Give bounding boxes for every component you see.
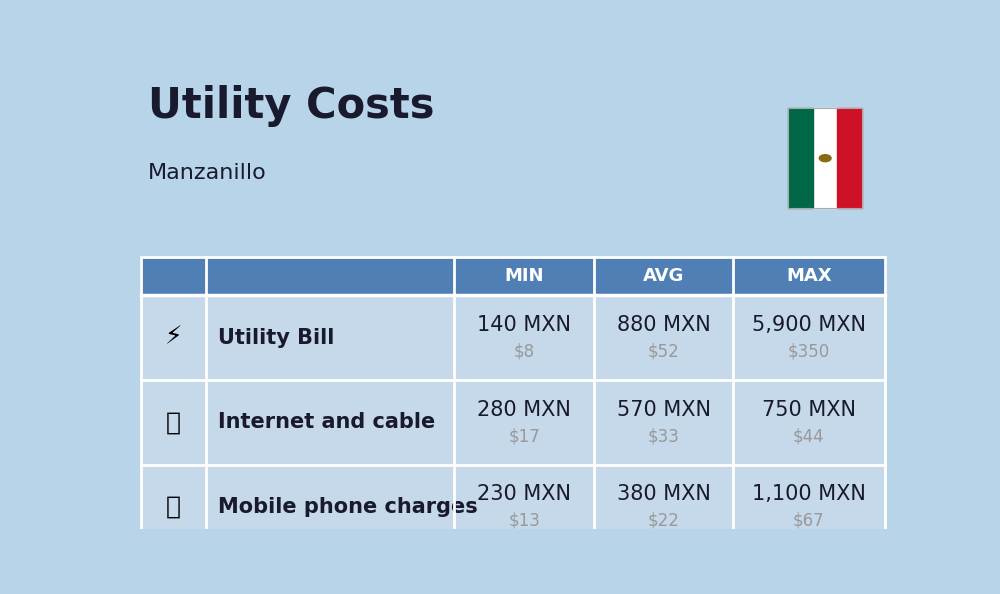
Text: $33: $33 xyxy=(648,427,680,445)
Text: $44: $44 xyxy=(793,427,825,445)
Text: 5,900 MXN: 5,900 MXN xyxy=(752,315,866,335)
Circle shape xyxy=(819,154,831,162)
Bar xyxy=(140,257,885,295)
Text: $8: $8 xyxy=(514,342,535,361)
Text: $52: $52 xyxy=(648,342,680,361)
Text: 880 MXN: 880 MXN xyxy=(617,315,710,335)
Text: ⚡: ⚡ xyxy=(165,326,182,350)
Text: $17: $17 xyxy=(508,427,540,445)
Text: 280 MXN: 280 MXN xyxy=(477,400,571,419)
Bar xyxy=(788,108,862,208)
Bar xyxy=(140,465,885,549)
Text: $22: $22 xyxy=(648,511,680,530)
Bar xyxy=(140,295,885,380)
Text: Mobile phone charges: Mobile phone charges xyxy=(218,497,478,517)
Text: 📡: 📡 xyxy=(166,410,181,434)
Text: $67: $67 xyxy=(793,511,825,530)
Text: MIN: MIN xyxy=(504,267,544,285)
Bar xyxy=(788,108,813,208)
Text: 1,100 MXN: 1,100 MXN xyxy=(752,484,866,504)
Text: Internet and cable: Internet and cable xyxy=(218,412,435,432)
Text: 140 MXN: 140 MXN xyxy=(477,315,571,335)
Bar xyxy=(788,108,862,208)
Text: 230 MXN: 230 MXN xyxy=(477,484,571,504)
Text: Manzanillo: Manzanillo xyxy=(148,163,267,183)
Text: 📱: 📱 xyxy=(166,495,181,519)
Text: $350: $350 xyxy=(788,342,830,361)
Text: 570 MXN: 570 MXN xyxy=(617,400,711,419)
Bar xyxy=(140,257,885,549)
Text: MAX: MAX xyxy=(786,267,832,285)
Bar xyxy=(140,380,885,465)
Text: Utility Bill: Utility Bill xyxy=(218,328,334,347)
Text: 380 MXN: 380 MXN xyxy=(617,484,711,504)
Text: AVG: AVG xyxy=(643,267,684,285)
Text: Utility Costs: Utility Costs xyxy=(148,85,435,127)
Bar xyxy=(837,108,862,208)
Text: 750 MXN: 750 MXN xyxy=(762,400,856,419)
Text: $13: $13 xyxy=(508,511,540,530)
